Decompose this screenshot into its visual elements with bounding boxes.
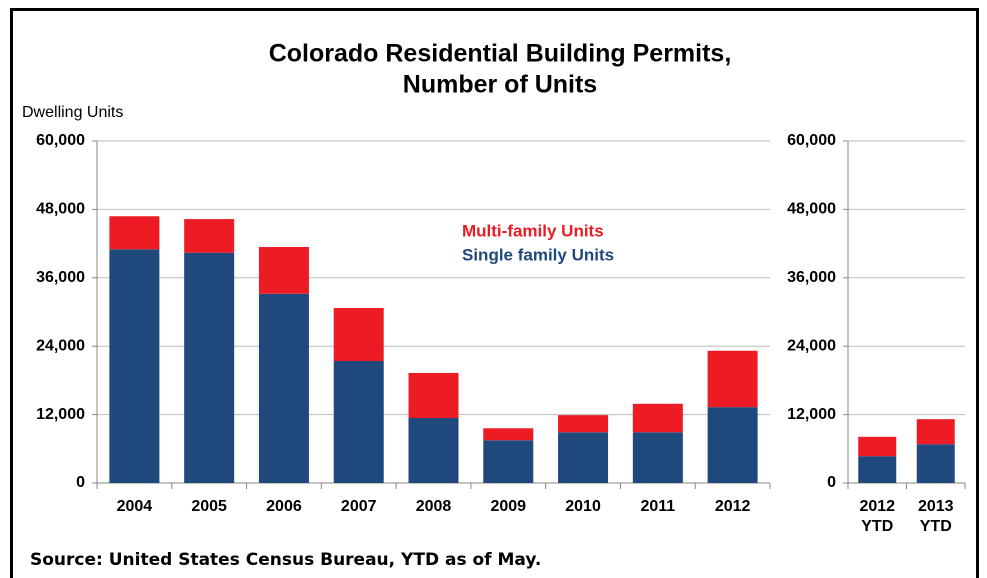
- x-tick-label: 2005: [191, 498, 227, 515]
- bar-segment: [333, 361, 384, 483]
- y-tick-label: 12,000: [787, 406, 836, 423]
- chart-title: Number of Units: [403, 71, 597, 99]
- bar-segment: [558, 432, 609, 483]
- source-note: Source: United States Census Bureau, YTD…: [30, 550, 541, 570]
- legend-entry: Multi-family Units: [462, 221, 604, 240]
- x-tick-label: 2009: [490, 498, 526, 515]
- bar-segment: [916, 444, 955, 483]
- bar-segment: [707, 407, 758, 483]
- legend-entry: Single family Units: [462, 245, 614, 264]
- y-tick-label: 0: [827, 474, 836, 491]
- y-tick-label: 24,000: [787, 337, 836, 354]
- x-tick-label: 2004: [117, 498, 153, 515]
- bar-segment: [408, 418, 459, 483]
- bar-segment: [184, 252, 235, 483]
- x-tick-label: 2006: [266, 498, 302, 515]
- y-tick-label: 12,000: [36, 406, 85, 423]
- x-tick-label: 2010: [565, 498, 601, 515]
- bar-segment: [916, 419, 955, 445]
- bar-segment: [707, 350, 758, 408]
- bar-segment: [109, 249, 160, 483]
- y-tick-label: 36,000: [787, 269, 836, 286]
- x-tick-label: 2012: [715, 498, 751, 515]
- bar-segment: [333, 308, 384, 362]
- bar-segment: [858, 436, 897, 457]
- frame: [10, 8, 979, 578]
- bar-segment: [184, 219, 235, 253]
- bar-segment: [408, 372, 459, 419]
- bar-segment: [632, 403, 683, 433]
- y-tick-label: 48,000: [787, 201, 836, 218]
- bar-segment: [483, 428, 534, 441]
- bar-segment: [258, 293, 309, 483]
- y-tick-label: 24,000: [36, 337, 85, 354]
- y-axis-label: Dwelling Units: [22, 104, 123, 121]
- y-tick-label: 36,000: [36, 269, 85, 286]
- y-tick-label: 0: [76, 474, 85, 491]
- chart-title: Colorado Residential Building Permits,: [269, 40, 732, 68]
- x-tick-label: 2007: [341, 498, 377, 515]
- y-tick-label: 60,000: [787, 132, 836, 149]
- y-tick-label: 60,000: [36, 132, 85, 149]
- x-tick-label: 2011: [640, 498, 675, 515]
- x-tick-label: 2013 YTD: [918, 498, 954, 535]
- x-tick-label: 2012 YTD: [859, 498, 895, 535]
- bar-segment: [109, 216, 160, 250]
- bar-segment: [483, 440, 534, 483]
- bar-segment: [858, 456, 897, 483]
- bar-segment: [632, 432, 683, 483]
- y-tick-label: 48,000: [36, 201, 85, 218]
- bar-segment: [258, 247, 309, 294]
- x-tick-label: 2008: [416, 498, 452, 515]
- bar-segment: [558, 415, 609, 433]
